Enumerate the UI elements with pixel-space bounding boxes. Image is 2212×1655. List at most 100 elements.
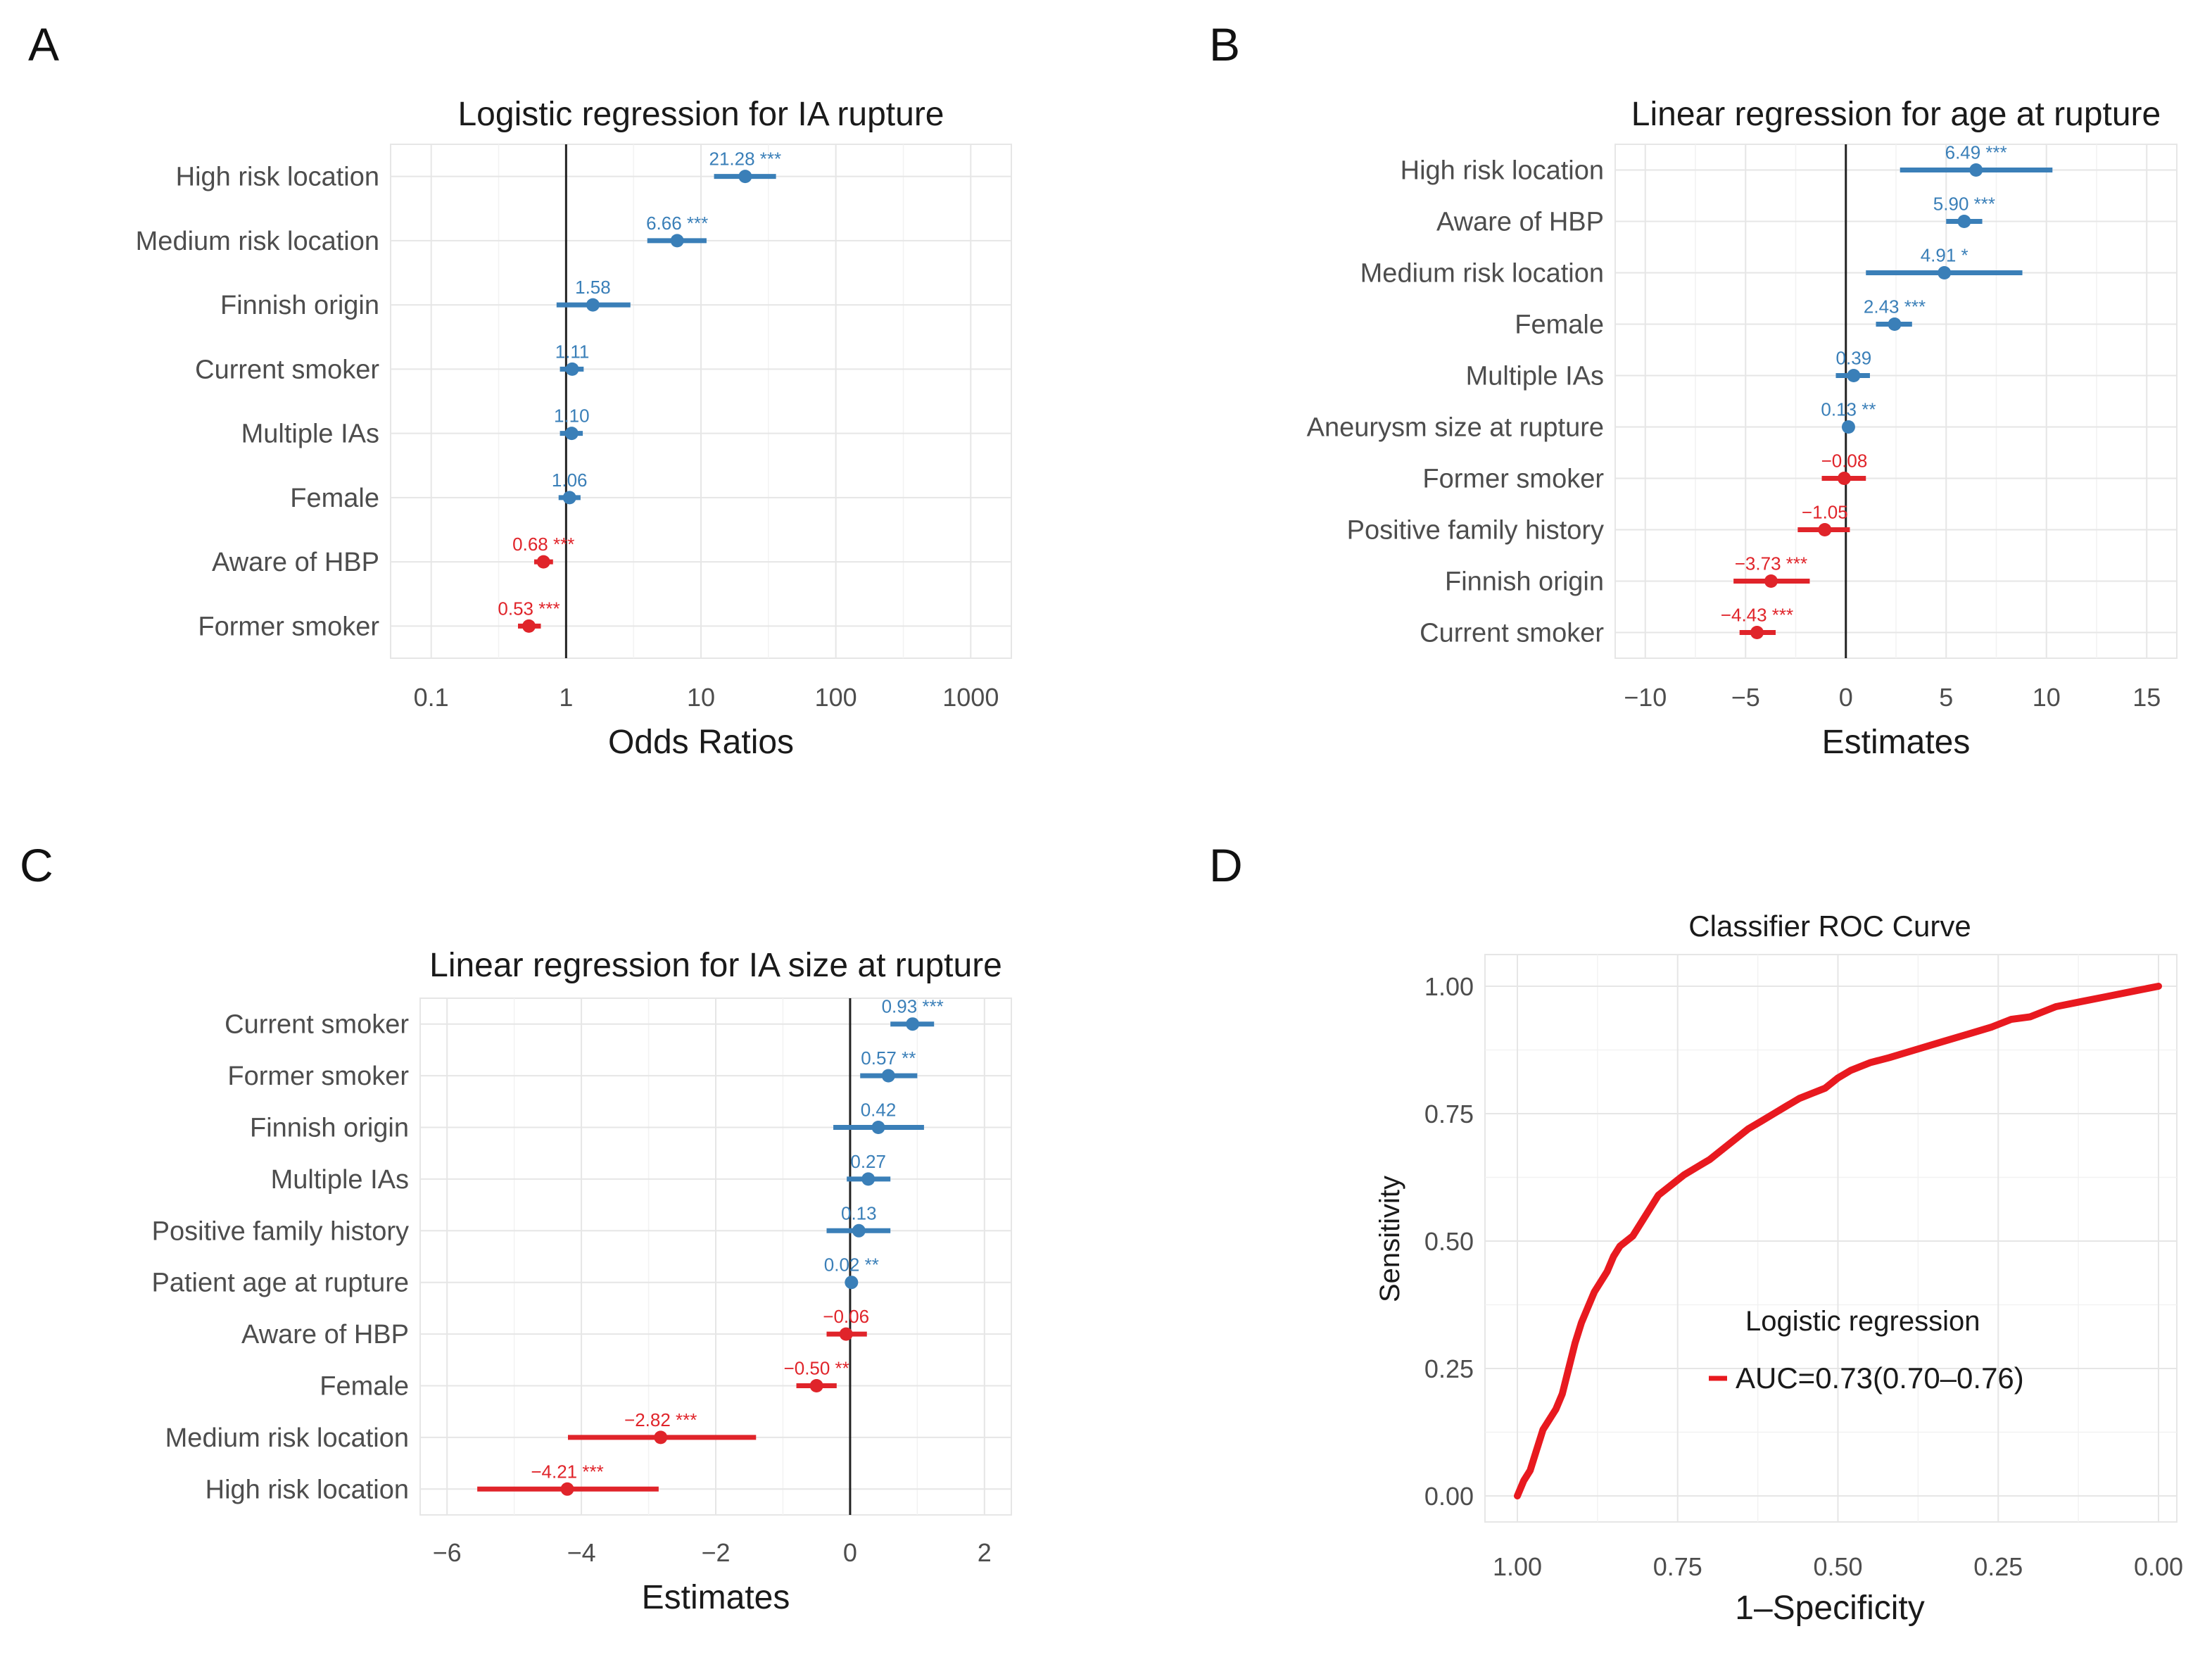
row-label: Female [290, 484, 379, 513]
panel-letter-d: D [1209, 839, 1243, 891]
row-label: Multiple IAs [241, 420, 379, 449]
estimate-point [1847, 369, 1861, 382]
y-tick-label: 0.50 [1424, 1227, 1474, 1256]
estimate-label: −2.82 *** [624, 1409, 697, 1430]
row-label: High risk location [1401, 156, 1604, 186]
row-label: Finnish origin [220, 291, 379, 320]
row-label: Medium risk location [165, 1423, 409, 1453]
estimate-point [839, 1327, 853, 1341]
row-label: Multiple IAs [1466, 362, 1604, 391]
row-label: Female [1515, 310, 1604, 340]
estimate-point [845, 1276, 859, 1290]
estimate-point [564, 427, 579, 441]
row-label: Aneurysm size at rupture [1307, 413, 1604, 443]
panel-a-logistic-forest: 0.1 1 10 100 1000 High risk location 21.28 ***… [136, 96, 1012, 761]
estimate-label: −3.73 *** [1735, 553, 1807, 574]
estimate-label: 6.66 *** [646, 213, 708, 234]
x-tick-label: 0 [843, 1538, 857, 1567]
y-axis-title: Sensitivity [1374, 1176, 1405, 1302]
estimate-point [809, 1379, 823, 1392]
estimate-label: −0.08 [1821, 451, 1868, 472]
estimate-label: 5.90 *** [1933, 194, 1995, 215]
estimate-label: 0.53 *** [498, 598, 560, 619]
chart-title: Linear regression for age at rupture [1631, 96, 2161, 133]
row-label: Aware of HBP [1436, 208, 1604, 237]
row-label: Patient age at rupture [152, 1269, 409, 1298]
x-tick-label: 0.50 [1813, 1552, 1862, 1581]
panel-letter-c: C [20, 839, 53, 891]
x-tick-label: 0.1 [414, 683, 449, 712]
row-label: Former smoker [198, 612, 379, 641]
estimate-point [1764, 574, 1778, 588]
x-tick-label: 100 [815, 683, 857, 712]
estimate-label: 0.39 [1836, 348, 1872, 369]
estimate-label: 0.27 [850, 1151, 886, 1172]
panel-b-age-forest: −10 −5 0 5 10 15 High risk location 6.49 *** Awa… [1307, 96, 2178, 761]
row-label: Medium risk location [1360, 259, 1604, 289]
y-tick-label: 0.00 [1424, 1482, 1474, 1511]
x-tick-label: −5 [1731, 683, 1760, 712]
estimate-point [871, 1121, 885, 1134]
estimate-label: 0.68 *** [512, 534, 574, 555]
row-label: Current smoker [225, 1010, 409, 1040]
estimate-label: −4.21 *** [531, 1461, 603, 1482]
estimate-point [1837, 472, 1851, 485]
estimate-label: 0.13 ** [1821, 399, 1876, 420]
panel-letter-b: B [1209, 18, 1240, 70]
estimate-label: 4.91 * [1921, 245, 1968, 266]
x-tick-label: 1000 [942, 683, 999, 712]
row-label: Positive family history [152, 1216, 409, 1246]
chart-title: Logistic regression for IA rupture [457, 96, 944, 133]
legend-title: Logistic regression [1745, 1306, 1980, 1337]
estimate-point [1969, 163, 1983, 177]
row-label: Former smoker [227, 1062, 409, 1091]
chart-title: Classifier ROC Curve [1688, 910, 1971, 943]
estimate-point [1841, 420, 1855, 434]
estimate-point [670, 234, 684, 248]
legend-label: AUC=0.73(0.70–0.76) [1736, 1361, 2024, 1395]
y-tick-label: 1.00 [1424, 972, 1474, 1001]
estimate-point [738, 170, 752, 184]
panel-letter-a: A [28, 18, 59, 70]
row-label: Current smoker [195, 355, 379, 384]
estimate-label: 2.43 *** [1864, 296, 1926, 317]
x-axis-title: Estimates [642, 1579, 790, 1616]
estimate-label: 0.57 ** [861, 1047, 916, 1069]
x-tick-label: 5 [1939, 683, 1953, 712]
estimate-label: 21.28 *** [709, 149, 782, 170]
row-label: Multiple IAs [271, 1165, 409, 1195]
x-tick-label: 0.00 [2134, 1552, 2183, 1581]
estimate-point [1750, 626, 1764, 639]
estimate-label: 1.06 [552, 470, 588, 491]
estimate-label: 1.10 [554, 405, 590, 427]
estimate-point [536, 555, 550, 569]
estimate-point [1818, 523, 1832, 536]
estimate-label: 1.11 [555, 341, 590, 362]
x-tick-label: −2 [701, 1538, 730, 1567]
estimate-point [565, 362, 579, 376]
x-tick-label: 0.75 [1653, 1552, 1702, 1581]
row-label: Medium risk location [136, 227, 379, 256]
estimate-label: −0.06 [823, 1306, 869, 1327]
x-tick-label: 10 [2033, 683, 2061, 712]
estimate-label: 6.49 *** [1945, 142, 2007, 163]
estimate-point [1957, 215, 1971, 228]
estimate-point [522, 619, 536, 633]
x-tick-label: 1 [559, 683, 573, 712]
row-label: Former smoker [1422, 465, 1604, 494]
row-label: High risk location [176, 163, 379, 192]
estimate-point [906, 1017, 920, 1031]
estimate-point [562, 491, 576, 505]
x-tick-label: 10 [687, 683, 715, 712]
row-label: Aware of HBP [212, 548, 379, 577]
estimate-point [560, 1482, 574, 1496]
x-tick-label: 15 [2132, 683, 2161, 712]
x-axis-title: Odds Ratios [608, 724, 794, 761]
y-tick-label: 0.25 [1424, 1354, 1474, 1383]
x-tick-label: 0 [1839, 683, 1853, 712]
estimate-point [881, 1069, 895, 1083]
estimate-label: −0.50 ** [784, 1358, 849, 1379]
estimate-point [852, 1223, 866, 1238]
x-tick-label: 1.00 [1493, 1552, 1542, 1581]
